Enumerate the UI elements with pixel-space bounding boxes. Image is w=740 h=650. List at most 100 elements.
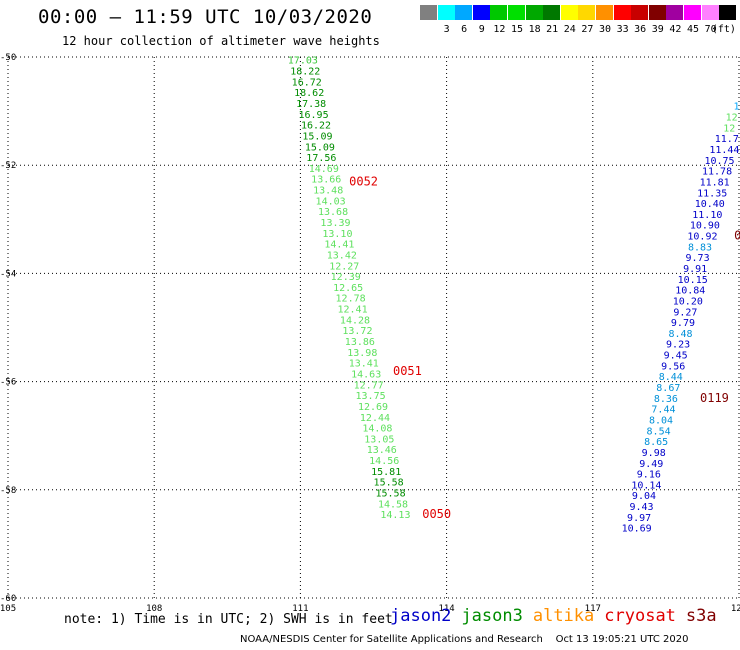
- wave-height-value: 12.27: [329, 261, 359, 272]
- wave-height-value: 10.90: [690, 221, 720, 232]
- wave-height-value: 13.46: [367, 445, 397, 456]
- wave-height-value: 9.91: [683, 264, 707, 275]
- wave-height-value: 14.56: [369, 456, 399, 467]
- pass-label: 0118: [734, 229, 740, 243]
- wave-height-value: 9.27: [673, 307, 697, 318]
- y-tick-label: -58: [0, 486, 16, 496]
- wave-height-value: 13.48: [313, 186, 343, 197]
- x-tick-label: 105: [0, 604, 16, 614]
- wave-height-value: 13.05: [364, 434, 394, 445]
- wave-height-value: 8.44: [659, 372, 683, 383]
- legend-label: 42: [669, 24, 682, 35]
- wave-height-value: 14.69: [309, 164, 339, 175]
- wave-height-value: 15.58: [374, 478, 404, 489]
- wave-height-value: 8.65: [644, 437, 668, 448]
- x-tick-label: 120: [731, 604, 740, 614]
- legend-swatch: [631, 5, 649, 20]
- legend-label: 70: [704, 24, 717, 35]
- credit-line: NOAA/NESDIS Center for Satellite Applica…: [240, 634, 689, 645]
- wave-height-value: 13.86: [345, 337, 375, 348]
- legend-swatch: [437, 5, 455, 20]
- wave-height-value: 12.41: [337, 305, 367, 316]
- wave-height-value: 13.75: [356, 391, 386, 402]
- x-tick-label: 114: [438, 604, 454, 614]
- legend-swatch: [719, 5, 737, 20]
- chart-title: 00:00 – 11:59 UTC 10/03/2020: [38, 6, 373, 28]
- wave-height-value: 11.81: [700, 177, 730, 188]
- wave-height-value: 12: [723, 123, 735, 134]
- legend-label: 15: [510, 24, 524, 35]
- wave-height-value: 15.09: [305, 142, 335, 153]
- wave-height-value: 13.10: [322, 229, 352, 240]
- wave-height-value: 10.14: [631, 480, 661, 491]
- wave-height-value: 17.38: [296, 99, 326, 110]
- wave-height-value: 16.95: [299, 110, 329, 121]
- legend-label: 45: [686, 24, 700, 35]
- legend-swatch: [420, 5, 437, 20]
- legend-label: 18: [528, 24, 541, 35]
- wave-height-value: 9.98: [642, 448, 666, 459]
- wave-height-value: 14.41: [324, 240, 354, 251]
- footer-note: note: 1) Time is in UTC; 2) SWH is in fe…: [64, 612, 393, 627]
- legend-swatch: [508, 5, 525, 20]
- wave-height-value: 10.84: [675, 286, 705, 297]
- satellite-label-s3a: s3a: [685, 606, 717, 626]
- wave-height-value: 13.39: [320, 218, 350, 229]
- legend-label: 30: [598, 24, 612, 35]
- wave-height-value: 14.13: [380, 510, 410, 521]
- wave-height-value: 13.98: [347, 348, 377, 359]
- legend-swatch: [560, 5, 578, 20]
- wave-height-value: 16.22: [301, 121, 331, 132]
- legend-swatch: [490, 5, 508, 20]
- legend-swatch: [543, 5, 561, 20]
- wave-height-value: 9.49: [639, 459, 663, 470]
- legend-label: 33: [616, 24, 629, 35]
- satellite-label-cryosat: cryosat: [604, 606, 676, 626]
- chart-subtitle: 12 hour collection of altimeter wave hei…: [62, 34, 380, 48]
- legend-unit: (ft): [711, 24, 736, 35]
- satellite-label-altika: altika: [532, 606, 595, 626]
- wave-height-value: 8.83: [688, 242, 712, 253]
- legend-label: 3: [443, 24, 450, 35]
- wave-height-value: 14.58: [378, 499, 408, 510]
- satellite-label-jason2: jason2: [390, 606, 452, 626]
- wave-height-value: 15.09: [302, 131, 332, 142]
- wave-height-value: 17.56: [306, 153, 336, 164]
- wave-height-value: 12.69: [358, 402, 388, 413]
- wave-height-value: 13.41: [349, 359, 379, 370]
- x-tick-label: 108: [146, 604, 162, 614]
- wave-height-value: 10.20: [673, 296, 703, 307]
- y-tick-label: -60: [0, 594, 16, 604]
- wave-height-value: 8.67: [656, 383, 680, 394]
- wave-height-value: 10.40: [695, 199, 725, 210]
- legend-label: 21: [546, 24, 559, 35]
- wave-height-value: 8.48: [668, 329, 692, 340]
- legend-label: 6: [461, 24, 468, 35]
- wave-height-value: 7.44: [651, 405, 675, 416]
- legend-swatch: [613, 5, 631, 20]
- satellite-label-jason3: jason3: [461, 606, 523, 626]
- wave-height-value: 12.65: [333, 283, 363, 294]
- legend-label: 27: [581, 24, 594, 35]
- wave-height-value: 9.45: [664, 351, 688, 362]
- wave-height-value: 9.56: [661, 361, 685, 372]
- y-tick-label: -52: [0, 161, 16, 171]
- legend-label: 24: [563, 24, 576, 35]
- wave-height-value: 12.77: [354, 380, 384, 391]
- legend-swatch: [701, 5, 719, 20]
- wave-height-value: 13.66: [311, 175, 341, 186]
- wave-height-value: 8.54: [647, 426, 671, 437]
- wave-height-value: 18.62: [294, 88, 324, 99]
- wave-height-value: 14.63: [351, 369, 381, 380]
- x-tick-label: 111: [292, 604, 308, 614]
- wave-height-value: 9.43: [629, 502, 653, 513]
- legend-swatch: [472, 5, 490, 20]
- wave-height-value: 9.97: [627, 513, 651, 524]
- wave-height-value: 11.44: [709, 145, 739, 156]
- color-scale-legend: (ft) 3 6 9 12 15 18 21 24 27 30 33 36 39 42 45 70: [420, 5, 740, 39]
- y-tick-label: -50: [0, 53, 16, 63]
- wave-height-value: 1: [734, 102, 740, 113]
- wave-height-value: 11.10: [692, 210, 722, 221]
- wave-height-value: 10.75: [704, 156, 734, 167]
